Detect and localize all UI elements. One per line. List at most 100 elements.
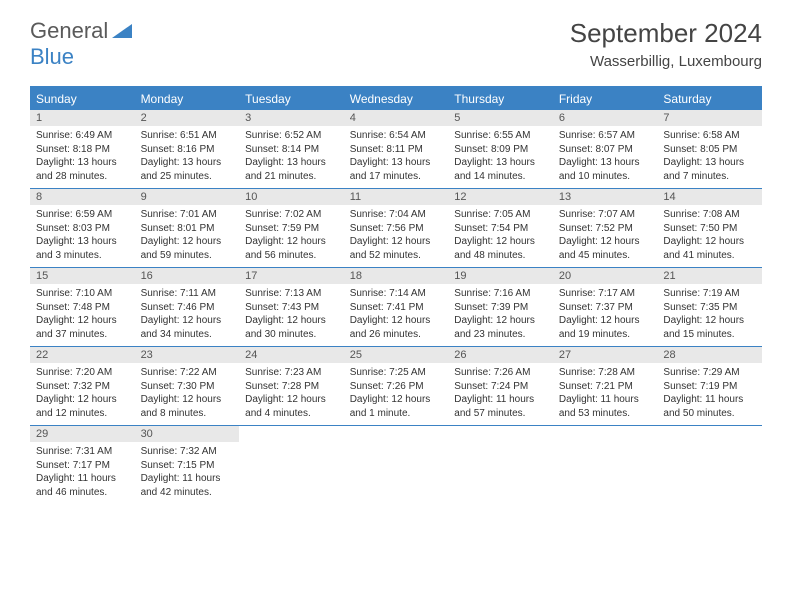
day-number: 24 (239, 347, 344, 363)
day-details: Sunrise: 6:49 AMSunset: 8:18 PMDaylight:… (30, 126, 135, 187)
weekday-header: Wednesday (344, 88, 449, 110)
calendar-cell: 25Sunrise: 7:25 AMSunset: 7:26 PMDayligh… (344, 347, 449, 425)
day-number: 30 (135, 426, 240, 442)
day-details: Sunrise: 7:08 AMSunset: 7:50 PMDaylight:… (657, 205, 762, 266)
day-number: 16 (135, 268, 240, 284)
day-details: Sunrise: 7:05 AMSunset: 7:54 PMDaylight:… (448, 205, 553, 266)
day-number: 26 (448, 347, 553, 363)
month-title: September 2024 (570, 18, 762, 49)
calendar-week: 29Sunrise: 7:31 AMSunset: 7:17 PMDayligh… (30, 426, 762, 504)
day-number: 1 (30, 110, 135, 126)
calendar-cell (239, 426, 344, 504)
calendar-cell (344, 426, 449, 504)
calendar-cell: 13Sunrise: 7:07 AMSunset: 7:52 PMDayligh… (553, 189, 658, 267)
calendar-week: 1Sunrise: 6:49 AMSunset: 8:18 PMDaylight… (30, 110, 762, 189)
calendar-cell: 17Sunrise: 7:13 AMSunset: 7:43 PMDayligh… (239, 268, 344, 346)
day-number: 19 (448, 268, 553, 284)
day-details: Sunrise: 7:13 AMSunset: 7:43 PMDaylight:… (239, 284, 344, 345)
weekday-header-row: Sunday Monday Tuesday Wednesday Thursday… (30, 88, 762, 110)
title-block: September 2024 Wasserbillig, Luxembourg (570, 18, 762, 70)
weekday-header: Thursday (448, 88, 553, 110)
day-details: Sunrise: 7:25 AMSunset: 7:26 PMDaylight:… (344, 363, 449, 424)
day-number: 12 (448, 189, 553, 205)
page-header: General September 2024 Wasserbillig, Lux… (0, 0, 792, 78)
day-number: 29 (30, 426, 135, 442)
day-details: Sunrise: 7:17 AMSunset: 7:37 PMDaylight:… (553, 284, 658, 345)
weeks-container: 1Sunrise: 6:49 AMSunset: 8:18 PMDaylight… (30, 110, 762, 504)
weekday-header: Saturday (657, 88, 762, 110)
calendar-cell: 26Sunrise: 7:26 AMSunset: 7:24 PMDayligh… (448, 347, 553, 425)
day-number: 22 (30, 347, 135, 363)
calendar-cell: 21Sunrise: 7:19 AMSunset: 7:35 PMDayligh… (657, 268, 762, 346)
logo-triangle-icon (112, 18, 132, 44)
calendar-cell: 7Sunrise: 6:58 AMSunset: 8:05 PMDaylight… (657, 110, 762, 188)
calendar-cell: 12Sunrise: 7:05 AMSunset: 7:54 PMDayligh… (448, 189, 553, 267)
day-details: Sunrise: 7:20 AMSunset: 7:32 PMDaylight:… (30, 363, 135, 424)
day-number: 4 (344, 110, 449, 126)
day-number: 5 (448, 110, 553, 126)
logo: General (30, 18, 132, 44)
calendar-cell: 11Sunrise: 7:04 AMSunset: 7:56 PMDayligh… (344, 189, 449, 267)
day-details: Sunrise: 6:54 AMSunset: 8:11 PMDaylight:… (344, 126, 449, 187)
calendar-cell: 23Sunrise: 7:22 AMSunset: 7:30 PMDayligh… (135, 347, 240, 425)
calendar-cell: 9Sunrise: 7:01 AMSunset: 8:01 PMDaylight… (135, 189, 240, 267)
calendar-cell: 29Sunrise: 7:31 AMSunset: 7:17 PMDayligh… (30, 426, 135, 504)
day-number: 25 (344, 347, 449, 363)
logo-text-1: General (30, 18, 108, 44)
day-details: Sunrise: 7:16 AMSunset: 7:39 PMDaylight:… (448, 284, 553, 345)
calendar-cell: 16Sunrise: 7:11 AMSunset: 7:46 PMDayligh… (135, 268, 240, 346)
location-text: Wasserbillig, Luxembourg (570, 53, 762, 70)
calendar-cell: 19Sunrise: 7:16 AMSunset: 7:39 PMDayligh… (448, 268, 553, 346)
day-details: Sunrise: 7:04 AMSunset: 7:56 PMDaylight:… (344, 205, 449, 266)
day-number: 6 (553, 110, 658, 126)
day-details: Sunrise: 6:55 AMSunset: 8:09 PMDaylight:… (448, 126, 553, 187)
calendar-week: 8Sunrise: 6:59 AMSunset: 8:03 PMDaylight… (30, 189, 762, 268)
day-number: 13 (553, 189, 658, 205)
weekday-header: Sunday (30, 88, 135, 110)
logo-text-2: Blue (30, 44, 74, 70)
day-number: 10 (239, 189, 344, 205)
day-details: Sunrise: 7:28 AMSunset: 7:21 PMDaylight:… (553, 363, 658, 424)
day-details: Sunrise: 7:22 AMSunset: 7:30 PMDaylight:… (135, 363, 240, 424)
day-number: 14 (657, 189, 762, 205)
day-details: Sunrise: 7:31 AMSunset: 7:17 PMDaylight:… (30, 442, 135, 503)
day-number: 27 (553, 347, 658, 363)
day-number: 23 (135, 347, 240, 363)
weekday-header: Friday (553, 88, 658, 110)
calendar-cell: 6Sunrise: 6:57 AMSunset: 8:07 PMDaylight… (553, 110, 658, 188)
calendar-cell: 14Sunrise: 7:08 AMSunset: 7:50 PMDayligh… (657, 189, 762, 267)
day-details: Sunrise: 7:32 AMSunset: 7:15 PMDaylight:… (135, 442, 240, 503)
day-details: Sunrise: 7:07 AMSunset: 7:52 PMDaylight:… (553, 205, 658, 266)
day-details: Sunrise: 7:11 AMSunset: 7:46 PMDaylight:… (135, 284, 240, 345)
calendar-cell: 1Sunrise: 6:49 AMSunset: 8:18 PMDaylight… (30, 110, 135, 188)
calendar-cell: 18Sunrise: 7:14 AMSunset: 7:41 PMDayligh… (344, 268, 449, 346)
calendar-cell: 10Sunrise: 7:02 AMSunset: 7:59 PMDayligh… (239, 189, 344, 267)
calendar-cell (448, 426, 553, 504)
day-number: 3 (239, 110, 344, 126)
day-details: Sunrise: 6:51 AMSunset: 8:16 PMDaylight:… (135, 126, 240, 187)
weekday-header: Tuesday (239, 88, 344, 110)
day-number: 21 (657, 268, 762, 284)
day-details: Sunrise: 7:01 AMSunset: 8:01 PMDaylight:… (135, 205, 240, 266)
calendar-cell: 3Sunrise: 6:52 AMSunset: 8:14 PMDaylight… (239, 110, 344, 188)
calendar-cell: 15Sunrise: 7:10 AMSunset: 7:48 PMDayligh… (30, 268, 135, 346)
day-details: Sunrise: 7:26 AMSunset: 7:24 PMDaylight:… (448, 363, 553, 424)
day-details: Sunrise: 7:19 AMSunset: 7:35 PMDaylight:… (657, 284, 762, 345)
calendar-cell: 8Sunrise: 6:59 AMSunset: 8:03 PMDaylight… (30, 189, 135, 267)
day-details: Sunrise: 7:14 AMSunset: 7:41 PMDaylight:… (344, 284, 449, 345)
day-number: 8 (30, 189, 135, 205)
day-number: 2 (135, 110, 240, 126)
day-number: 28 (657, 347, 762, 363)
calendar-cell: 2Sunrise: 6:51 AMSunset: 8:16 PMDaylight… (135, 110, 240, 188)
day-details: Sunrise: 6:52 AMSunset: 8:14 PMDaylight:… (239, 126, 344, 187)
calendar-cell: 28Sunrise: 7:29 AMSunset: 7:19 PMDayligh… (657, 347, 762, 425)
day-number: 17 (239, 268, 344, 284)
day-details: Sunrise: 7:10 AMSunset: 7:48 PMDaylight:… (30, 284, 135, 345)
day-number: 15 (30, 268, 135, 284)
calendar-cell: 24Sunrise: 7:23 AMSunset: 7:28 PMDayligh… (239, 347, 344, 425)
calendar: Sunday Monday Tuesday Wednesday Thursday… (30, 86, 762, 504)
day-number: 9 (135, 189, 240, 205)
calendar-cell: 27Sunrise: 7:28 AMSunset: 7:21 PMDayligh… (553, 347, 658, 425)
calendar-cell: 20Sunrise: 7:17 AMSunset: 7:37 PMDayligh… (553, 268, 658, 346)
calendar-cell: 4Sunrise: 6:54 AMSunset: 8:11 PMDaylight… (344, 110, 449, 188)
